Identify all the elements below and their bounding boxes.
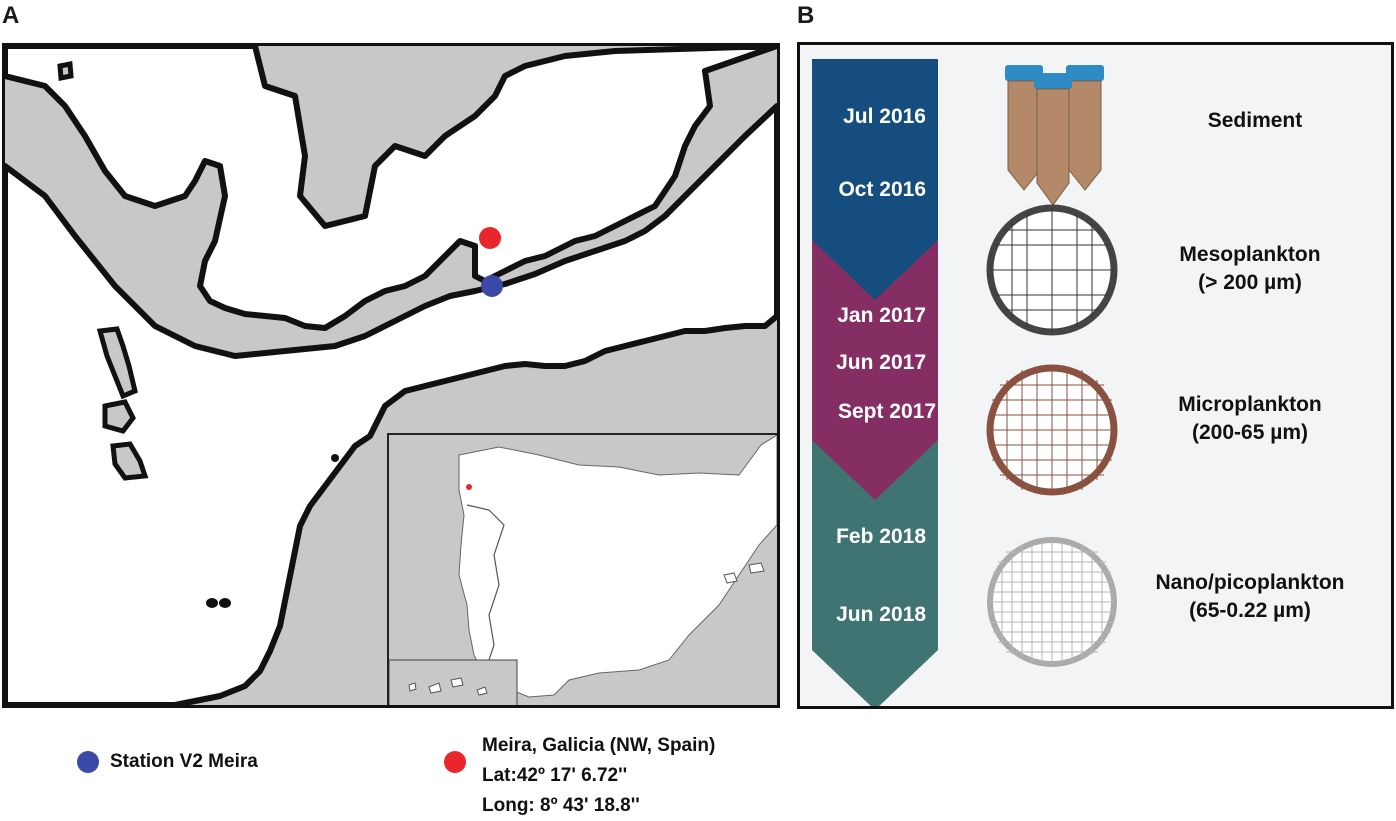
timeline-segment-2016 [812, 59, 938, 300]
station-v2-marker [481, 275, 503, 297]
galicia-highlight [466, 484, 472, 490]
islet-2 [219, 598, 231, 608]
canary-islands [408, 677, 488, 696]
date-sept-2017: Sept 2017 [837, 400, 936, 423]
date-jan-2017: Jan 2017 [837, 304, 926, 327]
map-panel [2, 43, 780, 708]
sediment-tubes-icon [1005, 65, 1104, 206]
mesoplankton-size: (> 200 µm) [1198, 271, 1302, 294]
nano-net-icon [987, 537, 1117, 667]
panel-a-label: A [2, 2, 20, 29]
island-cies-north [102, 399, 136, 434]
site-legend-text: Meira, Galicia (NW, Spain) Lat:42º 17' 6… [482, 731, 715, 821]
date-oct-2016: Oct 2016 [838, 178, 926, 201]
site-legend-line3: Long: 8º 43' 18.8'' [482, 795, 640, 816]
open-sea [5, 103, 777, 705]
nanoplankton-name: Nano/picoplankton [1155, 571, 1345, 594]
date-jun-2018: Jun 2018 [836, 603, 926, 626]
iberia-inset-svg [389, 435, 777, 705]
microplankton-name: Microplankton [1178, 393, 1322, 416]
timeline-segment-2018 [812, 440, 938, 706]
meso-net-icon [986, 204, 1118, 336]
nanoplankton-size: (65-0.22 µm) [1189, 599, 1311, 622]
iberia-inset-map [387, 433, 777, 705]
sampling-panel: Jul 2016 Oct 2016 Jan 2017 Jun 2017 Sept… [797, 42, 1394, 709]
microplankton-label: Microplankton (200-65 µm) [1140, 391, 1360, 447]
estuary-water [5, 46, 777, 331]
mesoplankton-label: Mesoplankton (> 200 µm) [1140, 241, 1360, 297]
date-jul-2016: Jul 2016 [843, 105, 926, 128]
station-legend-text: Station V2 Meira [110, 751, 258, 772]
islet-3 [331, 454, 339, 462]
timeline-arrow-svg [812, 59, 1118, 706]
date-feb-2018: Feb 2018 [836, 525, 926, 548]
date-jun-2017: Jun 2017 [836, 351, 926, 374]
balearic-islands [723, 562, 765, 584]
site-legend-dot [444, 751, 466, 773]
islet-north [57, 60, 74, 82]
portugal-border [466, 504, 505, 676]
site-legend-line2: Lat:42º 17' 6.72'' [482, 765, 628, 786]
site-legend-line1: Meira, Galicia (NW, Spain) [482, 735, 716, 756]
island-ons [96, 326, 138, 400]
panel-b-label: B [797, 2, 815, 29]
nanoplankton-label: Nano/picoplankton (65-0.22 µm) [1115, 569, 1385, 625]
microplankton-size: (200-65 µm) [1192, 421, 1308, 444]
meira-site-marker [479, 227, 501, 249]
sediment-label: Sediment [1207, 109, 1303, 132]
mesoplankton-name: Mesoplankton [1179, 243, 1321, 266]
timeline-segment-2017 [812, 240, 938, 500]
station-legend-dot [77, 751, 99, 773]
iberia-land [458, 435, 777, 698]
islet-1 [206, 598, 218, 608]
island-cies-south [110, 441, 149, 481]
micro-net-icon [986, 364, 1118, 496]
